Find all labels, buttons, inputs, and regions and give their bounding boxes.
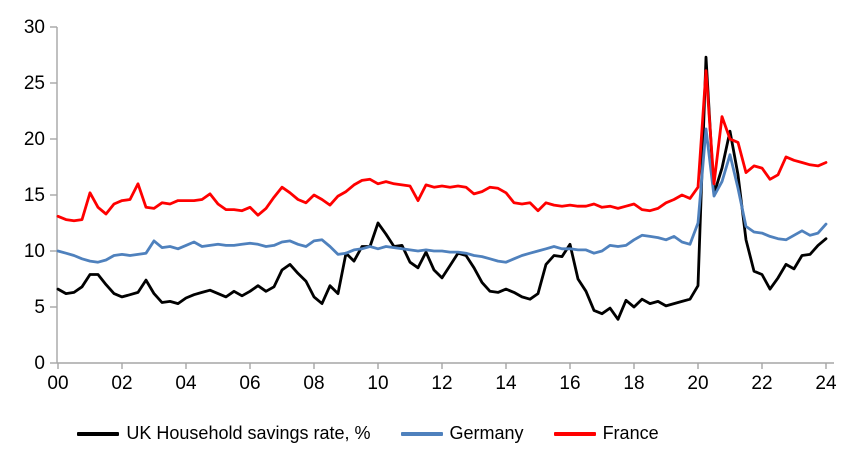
svg-text:00: 00 [47,373,68,394]
svg-text:20: 20 [24,129,45,150]
svg-text:5: 5 [34,297,45,318]
chart-plot-area: 0 5 10 15 20 25 30 00 02 04 06 08 10 12 14 16 18 20 22 24 [24,17,837,394]
svg-text:08: 08 [303,373,324,394]
svg-text:20: 20 [687,373,708,394]
svg-text:25: 25 [24,73,45,94]
chart-legend: UK Household savings rate, % Germany Fra… [0,423,794,444]
legend-item-uk: UK Household savings rate, % [77,423,371,444]
legend-label-germany: Germany [449,423,524,443]
svg-text:0: 0 [34,353,45,374]
svg-text:24: 24 [815,373,837,394]
uk-line-swatch [77,431,120,436]
germany-line-swatch [400,431,443,436]
svg-text:30: 30 [24,17,45,38]
france-line-swatch [553,431,596,436]
legend-item-germany: Germany [400,423,524,444]
svg-text:10: 10 [24,241,45,262]
svg-text:12: 12 [431,373,452,394]
svg-text:16: 16 [559,373,580,394]
svg-text:15: 15 [24,185,45,206]
svg-text:02: 02 [111,373,132,394]
svg-text:06: 06 [239,373,260,394]
legend-item-france: France [553,423,659,444]
svg-text:10: 10 [367,373,388,394]
svg-text:22: 22 [751,373,772,394]
legend-label-france: France [602,423,659,443]
legend-label-uk: UK Household savings rate, % [126,423,371,443]
svg-text:14: 14 [495,373,517,394]
svg-text:04: 04 [175,373,197,394]
svg-text:18: 18 [623,373,644,394]
